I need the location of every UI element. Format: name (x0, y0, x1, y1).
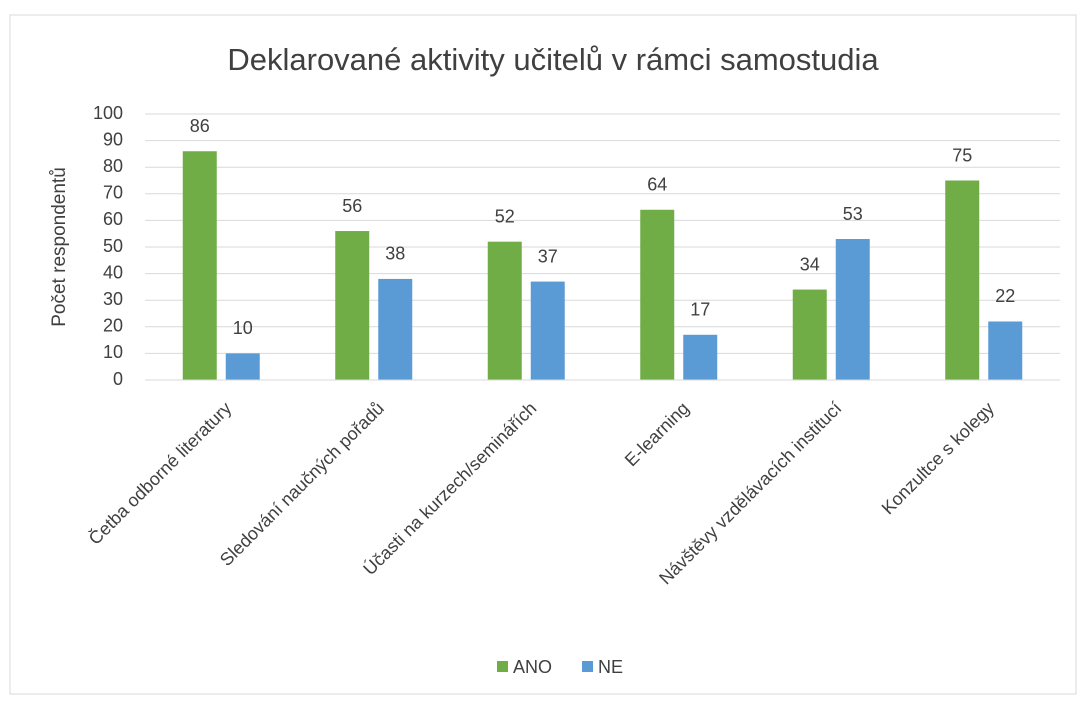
bar (792, 289, 827, 380)
data-label: 75 (952, 145, 972, 165)
data-label: 22 (995, 286, 1015, 306)
data-label: 52 (495, 206, 515, 226)
data-label: 56 (342, 196, 362, 216)
data-label: 34 (800, 254, 820, 274)
y-tick-label: 90 (103, 129, 123, 149)
bar (683, 334, 718, 380)
bar (378, 278, 413, 380)
data-label: 10 (233, 318, 253, 338)
legend-label: NE (598, 657, 623, 677)
y-tick-label: 40 (103, 262, 123, 282)
bar (640, 209, 675, 380)
bar (835, 239, 870, 380)
data-label: 17 (690, 300, 710, 320)
bar (487, 241, 522, 380)
data-label: 86 (190, 116, 210, 136)
data-label: 38 (385, 244, 405, 264)
y-tick-label: 30 (103, 289, 123, 309)
y-tick-label: 80 (103, 156, 123, 176)
y-tick-label: 100 (93, 103, 123, 123)
bar (225, 353, 260, 380)
chart-title: Deklarované aktivity učitelů v rámci sam… (227, 42, 879, 77)
y-tick-label: 70 (103, 183, 123, 203)
y-tick-label: 0 (113, 369, 123, 389)
bar (945, 180, 980, 380)
y-tick-label: 60 (103, 209, 123, 229)
legend-swatch (582, 661, 594, 672)
data-label: 64 (647, 175, 667, 195)
y-tick-label: 20 (103, 316, 123, 336)
legend-label: ANO (513, 657, 552, 677)
data-label: 37 (538, 246, 558, 266)
bar (530, 281, 565, 380)
bar (182, 151, 217, 380)
bar (988, 321, 1023, 380)
y-tick-label: 10 (103, 342, 123, 362)
legend-swatch (497, 661, 508, 672)
y-tick-label: 50 (103, 236, 123, 256)
bar (335, 231, 370, 380)
data-label: 53 (843, 204, 863, 224)
y-axis-label: Počet respondentů (49, 167, 70, 327)
